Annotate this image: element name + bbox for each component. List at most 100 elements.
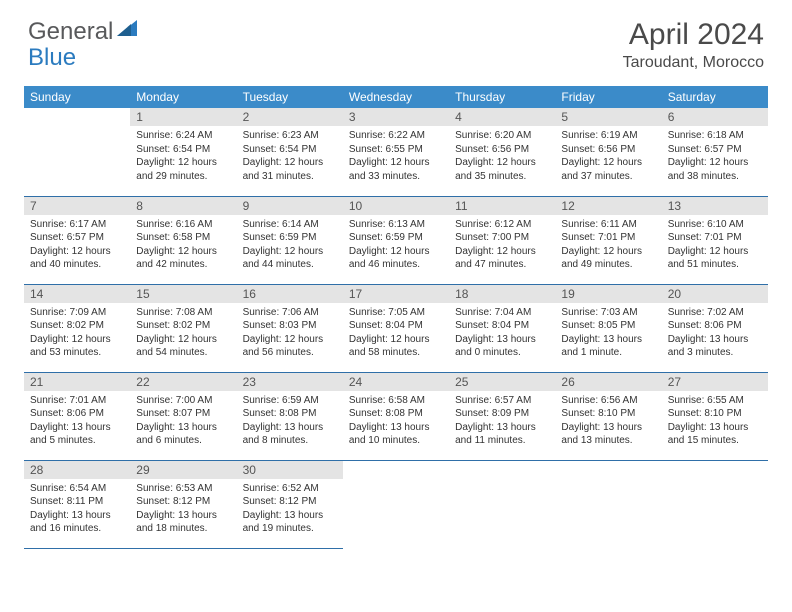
calendar-day: 17Sunrise: 7:05 AMSunset: 8:04 PMDayligh… [343,284,449,372]
header: General April 2024 Taroudant, Morocco [0,0,792,78]
day-header: Sunday [24,86,130,108]
day-number: 12 [555,197,661,215]
day-details: Sunrise: 6:54 AMSunset: 8:11 PMDaylight:… [24,479,130,540]
calendar-empty [343,460,449,548]
logo: General [28,18,139,46]
day-number: 18 [449,285,555,303]
day-details: Sunrise: 7:00 AMSunset: 8:07 PMDaylight:… [130,391,236,452]
logo-text-general: General [28,18,113,46]
calendar-empty [449,460,555,548]
logo-triangle-icon [117,20,137,36]
day-header: Thursday [449,86,555,108]
day-header: Saturday [662,86,768,108]
calendar-day: 5Sunrise: 6:19 AMSunset: 6:56 PMDaylight… [555,108,661,196]
calendar-day: 21Sunrise: 7:01 AMSunset: 8:06 PMDayligh… [24,372,130,460]
day-details: Sunrise: 6:16 AMSunset: 6:58 PMDaylight:… [130,215,236,276]
day-details: Sunrise: 6:24 AMSunset: 6:54 PMDaylight:… [130,126,236,187]
calendar-day: 15Sunrise: 7:08 AMSunset: 8:02 PMDayligh… [130,284,236,372]
day-header: Wednesday [343,86,449,108]
calendar-week: 7Sunrise: 6:17 AMSunset: 6:57 PMDaylight… [24,196,768,284]
day-details: Sunrise: 6:18 AMSunset: 6:57 PMDaylight:… [662,126,768,187]
calendar-day: 26Sunrise: 6:56 AMSunset: 8:10 PMDayligh… [555,372,661,460]
calendar-day: 24Sunrise: 6:58 AMSunset: 8:08 PMDayligh… [343,372,449,460]
calendar-day: 1Sunrise: 6:24 AMSunset: 6:54 PMDaylight… [130,108,236,196]
day-details: Sunrise: 7:02 AMSunset: 8:06 PMDaylight:… [662,303,768,364]
title-block: April 2024 Taroudant, Morocco [623,18,764,72]
day-number: 8 [130,197,236,215]
day-details: Sunrise: 7:09 AMSunset: 8:02 PMDaylight:… [24,303,130,364]
day-number: 27 [662,373,768,391]
day-details: Sunrise: 6:17 AMSunset: 6:57 PMDaylight:… [24,215,130,276]
day-details: Sunrise: 7:06 AMSunset: 8:03 PMDaylight:… [237,303,343,364]
day-number: 21 [24,373,130,391]
day-number: 1 [130,108,236,126]
day-number: 30 [237,461,343,479]
calendar-day: 25Sunrise: 6:57 AMSunset: 8:09 PMDayligh… [449,372,555,460]
day-number: 15 [130,285,236,303]
calendar-empty [662,460,768,548]
day-number: 2 [237,108,343,126]
calendar-day: 2Sunrise: 6:23 AMSunset: 6:54 PMDaylight… [237,108,343,196]
calendar-day: 20Sunrise: 7:02 AMSunset: 8:06 PMDayligh… [662,284,768,372]
day-number: 29 [130,461,236,479]
logo-text-blue: Blue [28,44,76,72]
calendar-day: 22Sunrise: 7:00 AMSunset: 8:07 PMDayligh… [130,372,236,460]
day-number: 24 [343,373,449,391]
day-number: 13 [662,197,768,215]
calendar-week: 14Sunrise: 7:09 AMSunset: 8:02 PMDayligh… [24,284,768,372]
day-number: 26 [555,373,661,391]
day-number: 23 [237,373,343,391]
day-number: 9 [237,197,343,215]
day-details: Sunrise: 6:59 AMSunset: 8:08 PMDaylight:… [237,391,343,452]
day-number: 14 [24,285,130,303]
day-number: 22 [130,373,236,391]
calendar-day: 30Sunrise: 6:52 AMSunset: 8:12 PMDayligh… [237,460,343,548]
calendar-week: 1Sunrise: 6:24 AMSunset: 6:54 PMDaylight… [24,108,768,196]
calendar-day: 3Sunrise: 6:22 AMSunset: 6:55 PMDaylight… [343,108,449,196]
calendar-table: SundayMondayTuesdayWednesdayThursdayFrid… [24,86,768,549]
calendar-day: 28Sunrise: 6:54 AMSunset: 8:11 PMDayligh… [24,460,130,548]
month-title: April 2024 [623,18,764,52]
calendar-day: 4Sunrise: 6:20 AMSunset: 6:56 PMDaylight… [449,108,555,196]
day-details: Sunrise: 6:55 AMSunset: 8:10 PMDaylight:… [662,391,768,452]
calendar-day: 6Sunrise: 6:18 AMSunset: 6:57 PMDaylight… [662,108,768,196]
day-details: Sunrise: 6:12 AMSunset: 7:00 PMDaylight:… [449,215,555,276]
calendar-empty [24,108,130,196]
calendar-day: 11Sunrise: 6:12 AMSunset: 7:00 PMDayligh… [449,196,555,284]
calendar-day: 12Sunrise: 6:11 AMSunset: 7:01 PMDayligh… [555,196,661,284]
day-details: Sunrise: 6:11 AMSunset: 7:01 PMDaylight:… [555,215,661,276]
day-details: Sunrise: 6:10 AMSunset: 7:01 PMDaylight:… [662,215,768,276]
day-number: 10 [343,197,449,215]
calendar-body: 1Sunrise: 6:24 AMSunset: 6:54 PMDaylight… [24,108,768,548]
day-details: Sunrise: 6:14 AMSunset: 6:59 PMDaylight:… [237,215,343,276]
calendar-day: 27Sunrise: 6:55 AMSunset: 8:10 PMDayligh… [662,372,768,460]
day-header: Monday [130,86,236,108]
calendar-day: 29Sunrise: 6:53 AMSunset: 8:12 PMDayligh… [130,460,236,548]
day-number: 6 [662,108,768,126]
day-details: Sunrise: 6:56 AMSunset: 8:10 PMDaylight:… [555,391,661,452]
location: Taroudant, Morocco [623,54,764,72]
day-details: Sunrise: 7:05 AMSunset: 8:04 PMDaylight:… [343,303,449,364]
calendar-day: 16Sunrise: 7:06 AMSunset: 8:03 PMDayligh… [237,284,343,372]
day-details: Sunrise: 7:04 AMSunset: 8:04 PMDaylight:… [449,303,555,364]
day-number: 4 [449,108,555,126]
calendar-day: 7Sunrise: 6:17 AMSunset: 6:57 PMDaylight… [24,196,130,284]
day-details: Sunrise: 7:01 AMSunset: 8:06 PMDaylight:… [24,391,130,452]
day-details: Sunrise: 6:20 AMSunset: 6:56 PMDaylight:… [449,126,555,187]
calendar-empty [555,460,661,548]
day-number: 5 [555,108,661,126]
day-details: Sunrise: 6:19 AMSunset: 6:56 PMDaylight:… [555,126,661,187]
day-details: Sunrise: 6:13 AMSunset: 6:59 PMDaylight:… [343,215,449,276]
day-details: Sunrise: 6:23 AMSunset: 6:54 PMDaylight:… [237,126,343,187]
calendar-week: 21Sunrise: 7:01 AMSunset: 8:06 PMDayligh… [24,372,768,460]
day-details: Sunrise: 6:57 AMSunset: 8:09 PMDaylight:… [449,391,555,452]
day-number: 16 [237,285,343,303]
day-number: 17 [343,285,449,303]
day-header: Tuesday [237,86,343,108]
calendar-day: 19Sunrise: 7:03 AMSunset: 8:05 PMDayligh… [555,284,661,372]
day-number: 11 [449,197,555,215]
calendar-week: 28Sunrise: 6:54 AMSunset: 8:11 PMDayligh… [24,460,768,548]
calendar-day: 23Sunrise: 6:59 AMSunset: 8:08 PMDayligh… [237,372,343,460]
day-number: 3 [343,108,449,126]
day-header: Friday [555,86,661,108]
